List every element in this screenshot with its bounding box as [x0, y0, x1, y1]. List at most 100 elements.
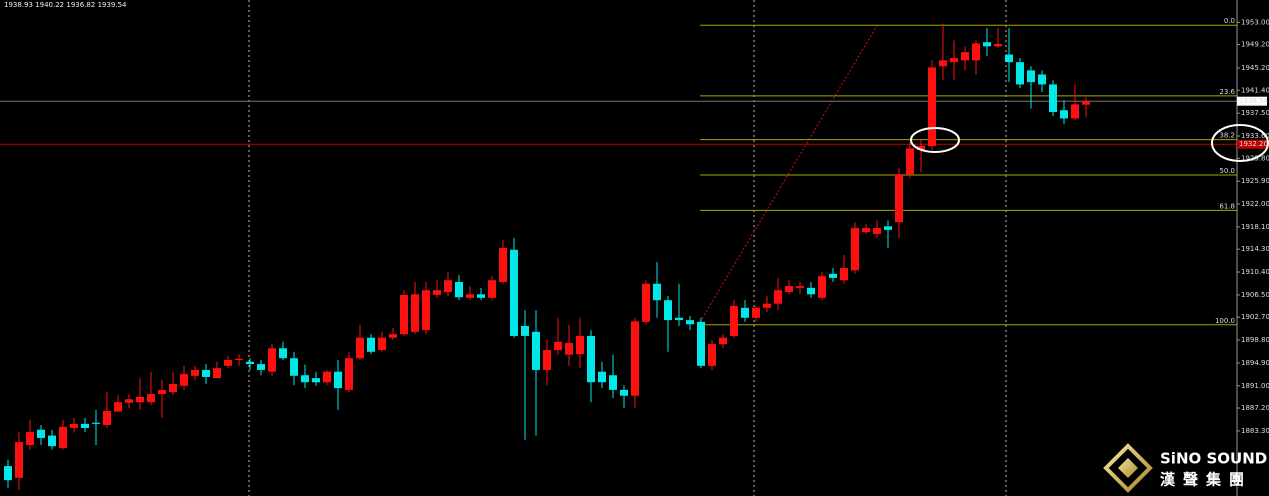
y-tick-label: 1933.60	[1241, 132, 1269, 140]
candle-layer	[4, 24, 1090, 491]
y-tick-label: 1945.20	[1241, 64, 1269, 72]
logo-name: SiNO SOUND	[1160, 450, 1267, 468]
candle-body	[994, 43, 1002, 47]
candle-body	[59, 426, 67, 448]
candle-body	[400, 294, 408, 335]
candle-body	[488, 280, 496, 298]
candle-body	[950, 58, 958, 63]
candle-body	[334, 371, 342, 389]
fib-label: 100.0	[1215, 317, 1235, 325]
price-tag-label: 1932.20	[1239, 140, 1268, 148]
candle-body	[246, 361, 254, 365]
y-tick-label: 1898.80	[1241, 336, 1269, 344]
y-tick-label: 1953.00	[1241, 18, 1269, 26]
candle-body	[510, 249, 518, 336]
candle-body	[928, 67, 936, 146]
candle-body	[972, 43, 980, 61]
candle-body	[906, 148, 914, 175]
candle-body	[81, 423, 89, 428]
candle-body	[532, 331, 540, 370]
candle-body	[411, 294, 419, 332]
candle-body	[741, 307, 749, 318]
candle-body	[202, 369, 210, 377]
candle-body	[15, 442, 23, 478]
candle-body	[664, 300, 672, 321]
candle-body	[631, 321, 639, 396]
ohlc-close: 1939.54	[98, 1, 127, 9]
candle-body	[37, 429, 45, 438]
candle-body	[884, 226, 892, 230]
candle-body	[224, 359, 232, 366]
candle-body	[345, 358, 353, 390]
candle-body	[576, 335, 584, 355]
candle-body	[466, 294, 474, 298]
candle-body	[378, 337, 386, 351]
logo-mark	[1103, 443, 1153, 493]
fib-label: 50.0	[1219, 167, 1235, 175]
y-tick-label: 1891.00	[1241, 382, 1269, 390]
candle-body	[1038, 74, 1046, 85]
candle-body	[609, 375, 617, 390]
candle-body	[598, 371, 606, 383]
candle-body	[1071, 104, 1079, 119]
candle-body	[796, 286, 804, 288]
y-tick-label: 1883.30	[1241, 427, 1269, 435]
highlight-circle	[1211, 124, 1269, 162]
candle-body	[367, 337, 375, 352]
fib-label: 61.8	[1219, 202, 1235, 210]
candle-body	[477, 294, 485, 298]
candle-body	[103, 410, 111, 426]
candle-body	[1027, 70, 1035, 83]
candle-body	[323, 371, 331, 383]
candle-body	[620, 389, 628, 396]
candle-body	[191, 369, 199, 376]
candle-body	[235, 358, 243, 360]
candle-body	[257, 364, 265, 370]
y-tick-label: 1894.90	[1241, 359, 1269, 367]
candle-body	[70, 423, 78, 428]
candle-body	[290, 358, 298, 376]
candle-body	[785, 286, 793, 292]
y-tick-label: 1922.00	[1241, 200, 1269, 208]
candle-body	[169, 384, 177, 393]
candle-body	[939, 60, 947, 67]
y-tick-label: 1925.90	[1241, 177, 1269, 185]
y-tick-label: 1918.10	[1241, 223, 1269, 231]
candle-body	[763, 303, 771, 308]
y-tick-label: 1941.40	[1241, 86, 1269, 94]
current-price-tag	[1237, 96, 1267, 106]
candle-body	[158, 389, 166, 394]
candle-body	[642, 283, 650, 322]
candle-body	[818, 276, 826, 298]
candle-body	[356, 337, 364, 359]
candle-body	[774, 290, 782, 304]
candle-body	[26, 432, 34, 445]
ohlc-low: 1936.82	[66, 1, 95, 9]
fib-label: 38.2	[1219, 132, 1235, 140]
candle-body	[312, 378, 320, 383]
candle-body	[180, 374, 188, 386]
fib-label: 23.6	[1219, 88, 1235, 96]
current-price-label: 1939.54	[1239, 97, 1268, 105]
candle-body	[1082, 101, 1090, 105]
y-tick-label: 1906.50	[1241, 291, 1269, 299]
candle-body	[554, 341, 562, 351]
candle-body	[840, 267, 848, 281]
candle-body	[147, 393, 155, 403]
candle-body	[917, 145, 925, 151]
y-tick-label: 1910.40	[1241, 268, 1269, 276]
candle-body	[983, 42, 991, 47]
candle-body	[389, 334, 397, 338]
candle-body	[653, 283, 661, 301]
candle-body	[1049, 84, 1057, 112]
y-tick-label: 1937.50	[1241, 109, 1269, 117]
candle-body	[587, 335, 595, 383]
candle-body	[433, 290, 441, 295]
y-tick-label: 1914.30	[1241, 245, 1269, 253]
candle-body	[697, 321, 705, 366]
candle-body	[686, 320, 694, 325]
candle-body	[521, 325, 529, 336]
candle-body	[1005, 54, 1013, 63]
